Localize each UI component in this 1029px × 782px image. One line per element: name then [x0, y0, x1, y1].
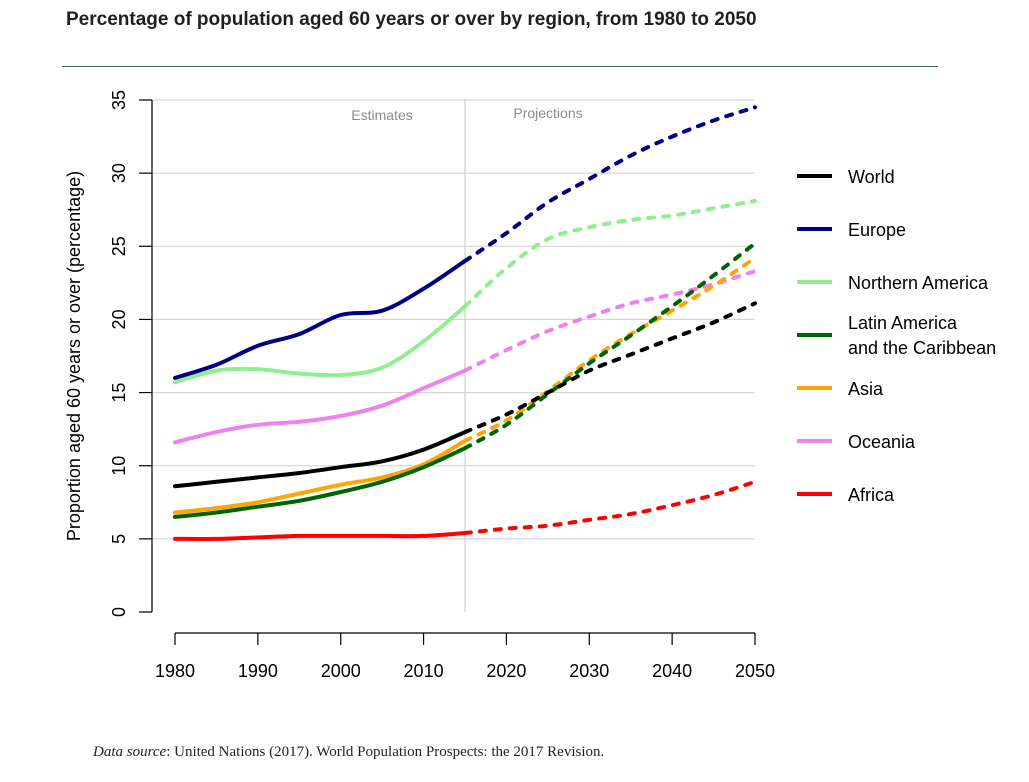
legend-label-latin-america-and-the-caribbean: Latin America and the Caribbean	[848, 313, 996, 358]
estimates-label: Estimates	[351, 107, 412, 123]
x-tick-label-1990: 1990	[238, 661, 278, 681]
y-tick-label-20: 20	[109, 309, 129, 329]
legend-label-oceania: Oceania	[848, 432, 916, 452]
series-line-northern-america-projections	[463, 198, 757, 309]
series-line-africa-estimates	[173, 531, 467, 541]
series-lines	[173, 105, 757, 541]
data-source-label: Data source	[93, 744, 167, 760]
y-tick-label-35: 35	[109, 90, 129, 110]
y-tick-label-15: 15	[109, 383, 129, 403]
chart-title: Percentage of population aged 60 years o…	[66, 9, 757, 30]
legend-label-africa: Africa	[848, 485, 895, 505]
series-line-europe-estimates	[173, 258, 467, 380]
y-tick-label-0: 0	[109, 607, 129, 617]
legend: World Europe Northern America Latin America…	[797, 167, 996, 505]
y-tick-label-5: 5	[109, 534, 129, 544]
series-line-oceania-projections	[463, 269, 757, 373]
series-line-oceania-estimates	[173, 368, 467, 445]
data-source-text: : United Nations (2017). World Populatio…	[166, 744, 605, 760]
x-tick-label-2000: 2000	[321, 661, 361, 681]
x-tick-label-2040: 2040	[652, 661, 692, 681]
series-line-asia-estimates	[173, 438, 467, 515]
series-line-northern-america-estimates	[173, 304, 467, 385]
legend-label-asia: Asia	[848, 379, 884, 399]
data-source-note: Data source: United Nations (2017). Worl…	[93, 744, 604, 761]
y-tick-label-30: 30	[109, 163, 129, 183]
axes: 0 5 10 15 20 25 30 35 Proportion aged 60 years o…	[64, 90, 775, 681]
legend-label-world: World	[848, 167, 895, 187]
x-tick-label-2010: 2010	[404, 661, 444, 681]
x-tick-label-2030: 2030	[569, 661, 609, 681]
series-line-latin-america-and-the-caribbean-estimates	[173, 446, 467, 519]
x-tick-label-2050: 2050	[735, 661, 775, 681]
x-tick-label-2020: 2020	[486, 661, 526, 681]
series-line-latin-america-and-the-caribbean-projections	[463, 241, 757, 451]
y-tick-label-10: 10	[109, 456, 129, 476]
legend-label-northern-america: Northern America	[848, 273, 989, 293]
series-line-africa-projections	[463, 479, 757, 535]
y-axis-label: Proportion aged 60 years or over (percen…	[64, 171, 84, 541]
projections-label: Projections	[513, 105, 582, 121]
series-line-world-projections	[463, 301, 757, 435]
title-divider	[62, 66, 938, 67]
series-line-world-estimates	[173, 430, 467, 489]
x-tick-label-1980: 1980	[155, 661, 195, 681]
series-line-europe-projections	[463, 105, 757, 263]
y-tick-label-25: 25	[109, 236, 129, 256]
legend-label-europe: Europe	[848, 220, 906, 240]
series-line-asia-projections	[463, 256, 757, 443]
